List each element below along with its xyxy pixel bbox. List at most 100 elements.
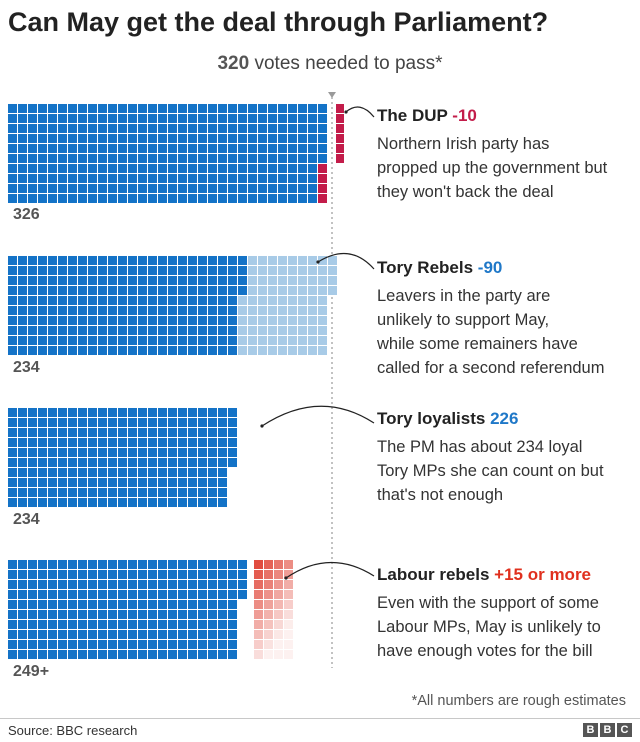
tory-vote-square	[148, 560, 157, 569]
tory-vote-square	[88, 336, 97, 345]
tory-vote-square	[78, 458, 87, 467]
tory-vote-square	[48, 458, 57, 467]
tory-vote-square	[68, 570, 77, 579]
tory-vote-square	[118, 326, 127, 335]
tory-vote-square	[68, 438, 77, 447]
tory-vote-square	[308, 104, 317, 113]
tory-vote-square	[198, 600, 207, 609]
tory-rebel-square	[258, 286, 267, 295]
tory-vote-square	[168, 194, 177, 203]
tory-vote-square	[278, 184, 287, 193]
tory-vote-square	[178, 408, 187, 417]
tory-vote-square	[118, 458, 127, 467]
tory-vote-square	[198, 630, 207, 639]
tory-vote-square	[188, 438, 197, 447]
tory-vote-square	[208, 600, 217, 609]
tory-vote-square	[258, 194, 267, 203]
tory-vote-square	[78, 418, 87, 427]
tory-rebel-square	[248, 316, 257, 325]
tory-vote-square	[138, 184, 147, 193]
tory-vote-square	[198, 316, 207, 325]
tory-vote-square	[128, 134, 137, 143]
connector-arrowhead	[316, 260, 320, 264]
tory-vote-square	[228, 134, 237, 143]
tory-vote-square	[238, 184, 247, 193]
tory-vote-square	[28, 266, 37, 275]
labour-rebel-square	[264, 640, 273, 649]
labour-rebel-square	[274, 620, 283, 629]
tory-vote-square	[228, 438, 237, 447]
tory-vote-square	[208, 630, 217, 639]
tory-vote-square	[148, 256, 157, 265]
tory-vote-square	[178, 326, 187, 335]
tory-vote-square	[48, 428, 57, 437]
tory-rebel-square	[328, 276, 337, 285]
tory-vote-square	[228, 276, 237, 285]
tory-vote-square	[118, 468, 127, 477]
tory-vote-square	[188, 114, 197, 123]
tory-vote-square	[18, 296, 27, 305]
tory-vote-square	[118, 418, 127, 427]
tory-vote-square	[58, 468, 67, 477]
tory-vote-square	[128, 276, 137, 285]
tory-vote-square	[218, 640, 227, 649]
tory-vote-square	[118, 144, 127, 153]
tory-vote-square	[148, 124, 157, 133]
tory-vote-square	[148, 104, 157, 113]
tory-vote-square	[158, 124, 167, 133]
tory-vote-square	[88, 468, 97, 477]
tory-vote-square	[128, 498, 137, 507]
tory-vote-square	[198, 610, 207, 619]
tory-vote-square	[198, 296, 207, 305]
tory-vote-square	[128, 104, 137, 113]
tory-vote-square	[88, 256, 97, 265]
tory-vote-square	[138, 114, 147, 123]
tory-vote-square	[108, 296, 117, 305]
tory-vote-square	[218, 458, 227, 467]
tory-vote-square	[178, 620, 187, 629]
tory-rebel-square	[258, 256, 267, 265]
tory-vote-square	[158, 104, 167, 113]
tory-vote-square	[138, 296, 147, 305]
tory-vote-square	[58, 336, 67, 345]
tory-vote-square	[8, 448, 17, 457]
tory-vote-square	[38, 194, 47, 203]
tory-vote-square	[208, 448, 217, 457]
tory-rebel-square	[288, 276, 297, 285]
tory-vote-square	[298, 134, 307, 143]
tory-vote-square	[308, 134, 317, 143]
tory-vote-square	[18, 620, 27, 629]
tory-vote-square	[218, 346, 227, 355]
tory-vote-square	[288, 174, 297, 183]
tory-vote-square	[98, 276, 107, 285]
tory-vote-square	[18, 590, 27, 599]
tory-vote-square	[218, 286, 227, 295]
tory-vote-square	[48, 266, 57, 275]
tory-vote-square	[228, 194, 237, 203]
tory-vote-square	[138, 468, 147, 477]
tory-vote-square	[128, 346, 137, 355]
labour-rebel-square	[284, 590, 293, 599]
tory-vote-square	[98, 560, 107, 569]
tory-vote-square	[28, 124, 37, 133]
tory-rebel-square	[268, 256, 277, 265]
tory-vote-square	[138, 336, 147, 345]
tory-vote-square	[108, 286, 117, 295]
tory-vote-square	[158, 184, 167, 193]
tory-vote-square	[258, 134, 267, 143]
tory-vote-square	[208, 184, 217, 193]
tory-vote-square	[138, 428, 147, 437]
tory-vote-square	[38, 154, 47, 163]
tory-vote-square	[128, 600, 137, 609]
tory-vote-square	[128, 164, 137, 173]
tory-vote-square	[228, 286, 237, 295]
tory-vote-square	[228, 448, 237, 457]
labour-rebel-square	[284, 580, 293, 589]
tory-vote-square	[188, 600, 197, 609]
tory-vote-square	[148, 296, 157, 305]
tory-vote-square	[238, 590, 247, 599]
tory-vote-square	[38, 184, 47, 193]
tory-vote-square	[138, 600, 147, 609]
tory-vote-square	[18, 438, 27, 447]
tory-rebel-square	[258, 266, 267, 275]
